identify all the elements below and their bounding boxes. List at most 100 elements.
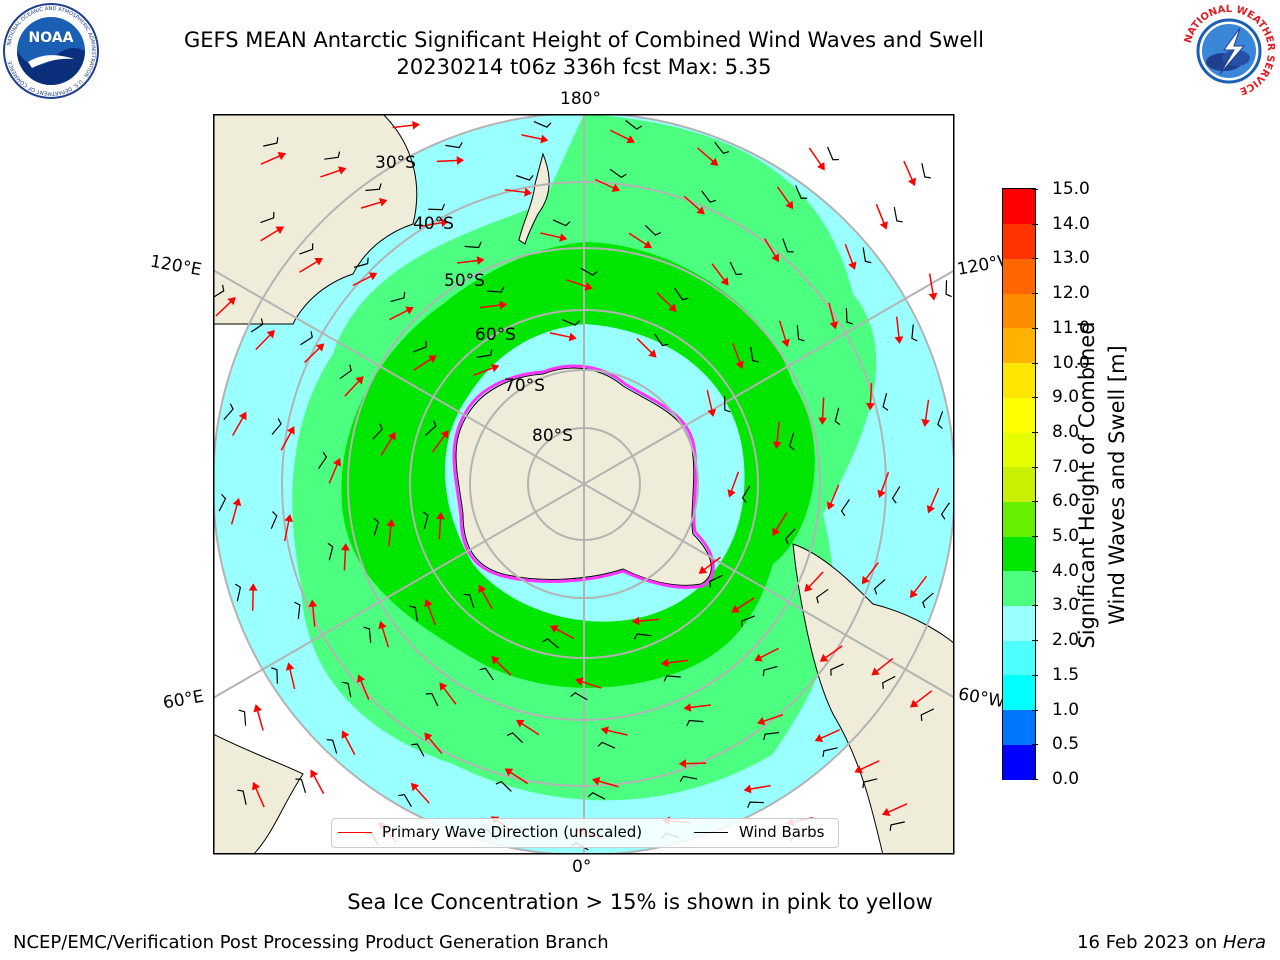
- wind-barb: [862, 247, 872, 264]
- colorbar-segment: [1003, 189, 1035, 225]
- wind-barb: [747, 801, 764, 808]
- wind-barb: [324, 151, 341, 160]
- colorbar-segment: [1003, 431, 1035, 468]
- wave-arrow: [421, 218, 449, 228]
- map-legend: Primary Wave Direction (unscaled) Wind B…: [331, 818, 839, 848]
- wind-barb: [270, 511, 278, 529]
- wind-barb: [788, 432, 795, 451]
- wave-arrow: [521, 134, 549, 144]
- wave-arrow: [431, 430, 449, 453]
- wave-arrow: [871, 657, 894, 676]
- colorbar-tick-label: 13.0: [1032, 249, 1090, 267]
- wave-arrow: [252, 781, 265, 808]
- wind-barb: [686, 719, 704, 727]
- wind-barb: [784, 528, 796, 545]
- wave-arrow: [628, 232, 653, 249]
- wave-arrow: [698, 556, 721, 574]
- wave-arrow: [308, 599, 318, 627]
- wind-barb: [425, 692, 439, 707]
- colorbar-tick-label: 2.0: [1031, 631, 1079, 649]
- wave-arrow: [410, 782, 430, 804]
- wind-barb: [822, 747, 838, 757]
- colorbar-tick-label: 4.0: [1031, 562, 1079, 580]
- wind-barb: [445, 142, 463, 149]
- colorbar-tick-label: 7.0: [1031, 458, 1079, 476]
- wave-arrow: [928, 273, 938, 301]
- wind-barb: [562, 318, 580, 326]
- wind-barb: [570, 692, 588, 701]
- wind-barb: [882, 393, 889, 411]
- wind-barb: [921, 163, 931, 179]
- wind-barb: [937, 411, 944, 429]
- wind-barb: [920, 708, 935, 722]
- wave-arrow: [743, 784, 771, 794]
- wave-arrow: [473, 363, 500, 376]
- sea-ice-note: Sea Ice Concentration > 15% is shown in …: [347, 890, 933, 914]
- colorbar-label: Significant Height of Combined Wind Wave…: [1072, 250, 1132, 720]
- wave-arrow: [575, 677, 602, 689]
- wave-arrow: [706, 390, 717, 418]
- wave-arrow: [304, 343, 325, 363]
- legend-wave-line: [338, 832, 372, 833]
- wind-barb: [945, 280, 952, 298]
- wind-barb: [476, 349, 493, 358]
- wind-barb: [422, 511, 429, 530]
- wave-arrow: [772, 512, 788, 537]
- wave-arrow: [731, 597, 755, 613]
- lon-label-0: 0°: [572, 857, 592, 877]
- wind-barb: [318, 451, 328, 469]
- wind-barb: [701, 190, 717, 203]
- wave-arrow: [910, 690, 933, 708]
- wave-arrow: [683, 195, 705, 215]
- wave-arrow: [683, 703, 711, 712]
- wind-barb: [300, 331, 313, 346]
- noaa-logo-text: NOAA: [29, 30, 74, 46]
- wind-barb: [826, 146, 839, 161]
- colorbar-tick-label: 12.0: [1032, 284, 1090, 302]
- wave-arrow: [754, 647, 780, 662]
- lat-label-80s: 80°S: [532, 426, 573, 446]
- colorbar-tick-label: 9.0: [1031, 388, 1079, 406]
- wave-arrow: [826, 484, 840, 511]
- footer-host: Hera: [1222, 932, 1266, 953]
- wind-barb: [260, 211, 275, 224]
- wind-barb: [845, 308, 853, 325]
- wave-arrow: [772, 421, 782, 450]
- wave-arrow: [656, 292, 677, 312]
- wave-arrow: [600, 726, 628, 736]
- wind-barb: [580, 267, 598, 276]
- wave-arrow: [230, 497, 242, 525]
- wave-arrow: [280, 426, 295, 451]
- wind-barb: [263, 137, 279, 147]
- wind-barb: [295, 778, 307, 794]
- wind-barb: [597, 741, 616, 749]
- wave-arrow: [854, 760, 880, 774]
- wave-arrow: [540, 232, 568, 242]
- wind-barb: [353, 257, 369, 268]
- wave-arrow: [566, 279, 593, 291]
- wave-arrows: [215, 120, 940, 843]
- wind-barb: [654, 333, 669, 347]
- wave-arrow: [727, 471, 740, 498]
- wave-arrow: [285, 662, 296, 690]
- wave-arrow: [764, 238, 779, 263]
- wave-arrow: [340, 542, 350, 571]
- wave-arrow: [515, 719, 540, 736]
- wind-barb: [294, 601, 301, 619]
- wind-barb: [679, 775, 698, 782]
- wave-arrow: [436, 156, 465, 165]
- wave-arrow: [894, 316, 904, 345]
- polar-map: 30°S 40°S 50°S 60°S 70°S 80°S: [213, 114, 955, 855]
- wave-arrow: [678, 759, 707, 769]
- colorbar-segment: [1003, 223, 1035, 259]
- wave-arrow: [436, 511, 445, 540]
- wave-arrow: [255, 329, 275, 351]
- wave-arrow: [386, 518, 396, 547]
- wave-arrow: [778, 320, 790, 348]
- wind-barb: [487, 286, 505, 293]
- wind-barb: [299, 243, 314, 255]
- colorbar-segment: [1003, 327, 1035, 364]
- wave-arrow: [903, 160, 916, 187]
- footer-date: 16 Feb 2023 on Hera: [1077, 932, 1266, 953]
- colorbar-segment: [1003, 293, 1035, 329]
